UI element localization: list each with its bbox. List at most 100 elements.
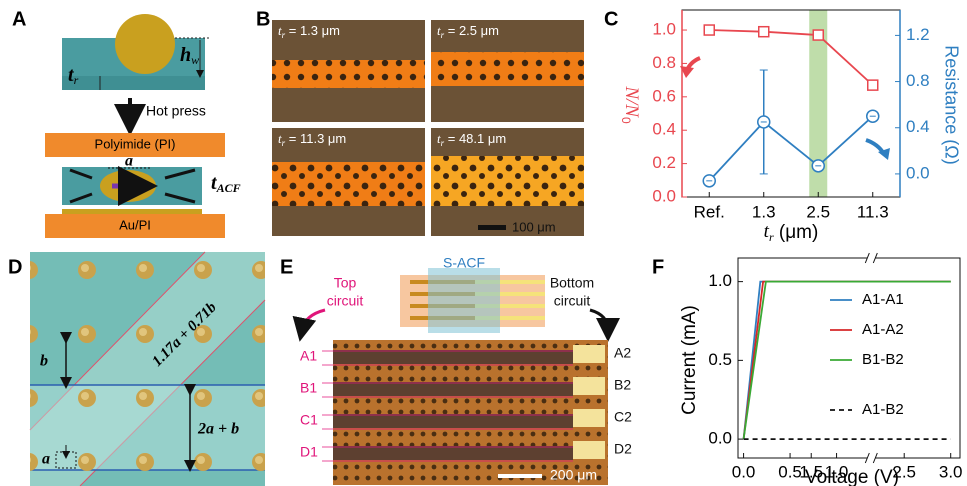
y2-tick-label: 0.0 — [906, 163, 930, 182]
panel-a: A hw tr Hot press Polyimide (PI) a tACF … — [12, 8, 241, 238]
y-tick-label: 0.5 — [708, 350, 732, 369]
a-label: a — [42, 451, 50, 468]
pi-text: Polyimide (PI) — [95, 136, 176, 151]
2ab-label: 2a + b — [197, 421, 239, 438]
pad — [573, 345, 605, 363]
panel-b: B tr = 1.3 μm tr = 2.5 μm tr = 11.3 μm tr =… — [256, 8, 584, 236]
caption: tr = 48.1 μm — [437, 131, 506, 148]
b-label: b — [40, 353, 48, 370]
x-tick-label: 3.0 — [939, 462, 963, 481]
break-gap — [867, 256, 875, 260]
y-tick-label: 0.6 — [652, 86, 676, 105]
bottom-label: circuit — [554, 293, 591, 309]
acf — [428, 268, 500, 333]
panel-e: E S-ACF Top circuit Bottom circuit A1 B1 C… — [280, 255, 632, 485]
panel-label: C — [604, 8, 618, 30]
aupi-text: Au/PI — [119, 217, 151, 232]
x-tick-label: 11.3 — [857, 202, 889, 221]
figure: A hw tr Hot press Polyimide (PI) a tACF … — [0, 0, 967, 486]
top-label: Top — [334, 275, 357, 291]
y-axis-label: N/N0 — [619, 85, 642, 124]
x-tick-label: Ref. — [694, 202, 725, 221]
marker — [813, 30, 823, 40]
value: = 48.1 μm — [444, 131, 506, 146]
panel-label: E — [280, 256, 293, 278]
sub: w — [191, 53, 199, 67]
x-tick-label: 0.5 — [778, 462, 802, 481]
sub: 0 — [619, 117, 633, 124]
y-tick-label: 1.0 — [652, 20, 676, 39]
unit: (μm) — [774, 222, 819, 243]
arrow-text: Hot press — [146, 103, 206, 119]
panel-label: B — [256, 8, 270, 30]
right-label: C2 — [614, 409, 632, 425]
x-axis-label: Voltage (V) — [805, 467, 899, 486]
dots — [431, 52, 584, 86]
right-label: B2 — [614, 377, 631, 393]
tacf-label: tACF — [211, 172, 241, 195]
trace-image — [333, 382, 573, 396]
scale-bar — [498, 474, 542, 478]
value: = 11.3 μm — [285, 131, 346, 146]
sym: N/N — [621, 85, 642, 118]
right-label: D2 — [614, 441, 632, 457]
y-axis-label: Current (mA) — [679, 305, 700, 415]
arrow — [590, 310, 608, 330]
pad — [573, 377, 605, 395]
arrow — [302, 310, 325, 330]
trace-image — [333, 350, 573, 364]
film-base — [62, 76, 205, 90]
x-tick-label: 0.0 — [732, 462, 756, 481]
left-label: C1 — [300, 412, 318, 428]
top-label: circuit — [327, 293, 364, 309]
left-label: B1 — [300, 380, 317, 396]
caption: tr = 1.3 μm — [278, 23, 340, 40]
panel-d: D b 2a + b 1.17a + 0.71b a — [8, 252, 265, 486]
panel-label: D — [8, 256, 22, 278]
marker — [759, 27, 769, 37]
x-tick-label: 1.3 — [752, 202, 776, 221]
y-tick-label: 0.8 — [652, 53, 676, 72]
trace-image — [333, 414, 573, 428]
sym: h — [180, 44, 191, 66]
break-gap — [867, 456, 875, 460]
x-tick-label: 2.5 — [806, 202, 830, 221]
dots — [431, 156, 584, 206]
dots — [272, 162, 425, 206]
particle — [115, 14, 175, 74]
a-label: a — [125, 153, 133, 170]
legend-label: B1-B2 — [862, 351, 904, 368]
sacf-label: S-ACF — [443, 255, 485, 271]
legend-label: A1-B2 — [862, 401, 904, 418]
legend-label: A1-A2 — [862, 321, 904, 338]
panel-label: F — [652, 256, 664, 278]
x-axis-label: tr (μm) — [764, 221, 819, 243]
series-line — [709, 116, 873, 181]
caption: tr = 11.3 μm — [278, 131, 346, 148]
y2-tick-label: 0.8 — [906, 71, 930, 90]
caption: tr = 2.5 μm — [437, 23, 499, 40]
panel-label: A — [12, 8, 26, 30]
sub: ACF — [216, 181, 241, 195]
y2-tick-label: 1.2 — [906, 25, 930, 44]
y-tick-label: 1.0 — [708, 271, 732, 290]
plot-frame — [682, 10, 900, 197]
value: = 1.3 μm — [285, 23, 340, 38]
legend-label: A1-A1 — [862, 291, 904, 308]
sub: r — [74, 73, 79, 87]
y-tick-label: 0.0 — [652, 186, 676, 205]
left-label: D1 — [300, 444, 318, 460]
dots — [272, 60, 425, 88]
marker — [704, 25, 714, 35]
scale-text: 200 μm — [550, 467, 597, 483]
scale-bar — [478, 225, 506, 230]
trace-image — [333, 446, 573, 460]
series-line — [709, 30, 873, 85]
left-label: A1 — [300, 348, 317, 364]
au-layer — [62, 209, 202, 214]
bottom-label: Bottom — [550, 275, 594, 291]
pad — [573, 409, 605, 427]
value: = 2.5 μm — [444, 23, 499, 38]
scale-text: 100 μm — [512, 219, 556, 234]
y2-tick-label: 0.4 — [906, 117, 930, 136]
